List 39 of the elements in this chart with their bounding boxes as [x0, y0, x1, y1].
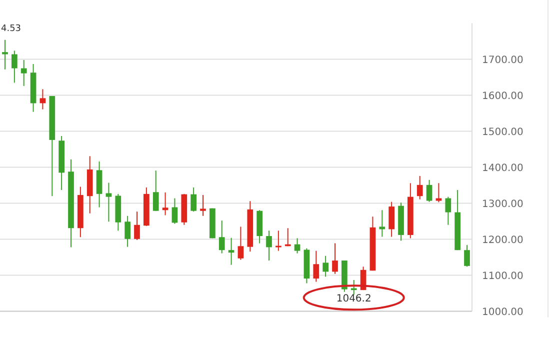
candlestick	[218, 220, 225, 254]
candlestick	[379, 210, 386, 238]
y-tick-label: 1500.00	[482, 126, 524, 138]
candlestick	[313, 250, 320, 282]
candlestick	[96, 161, 102, 208]
candlestick	[416, 175, 423, 200]
y-tick-label: 1100.00	[482, 270, 524, 282]
candlestick	[276, 230, 282, 252]
annotation: 1046.2	[336, 294, 372, 305]
y-tick-label: 1400.00	[482, 162, 524, 174]
candlestick	[172, 198, 178, 224]
y-tick-label: 1700.00	[482, 54, 524, 66]
y-tick-label: 1300.00	[482, 198, 524, 210]
candlestick	[228, 237, 234, 266]
y-tick-label: 1200.00	[482, 234, 524, 246]
candlestick	[388, 201, 394, 238]
candlestick	[332, 242, 338, 274]
candlestick	[124, 215, 130, 248]
candlestick	[426, 179, 432, 202]
candlestick	[322, 255, 328, 278]
candlestick	[190, 186, 196, 212]
candlestick	[238, 226, 244, 260]
candlestick	[2, 39, 8, 70]
y-tick-label: 1600.00	[482, 90, 524, 102]
candlestick	[134, 211, 140, 241]
y-tick-label: 1000.00	[482, 306, 524, 318]
annotation: 4.53	[0, 24, 22, 34]
candlestick	[20, 60, 27, 86]
candlestick	[445, 196, 452, 226]
candlestick	[162, 192, 168, 216]
candlestick	[106, 182, 112, 222]
candlestick	[200, 194, 206, 216]
candlestick	[436, 182, 442, 203]
candlestick	[40, 88, 46, 110]
candlestick	[152, 170, 159, 212]
candlestick	[12, 50, 18, 84]
candlestick	[464, 244, 470, 268]
candlestick	[294, 238, 300, 254]
candlestick	[266, 230, 272, 262]
